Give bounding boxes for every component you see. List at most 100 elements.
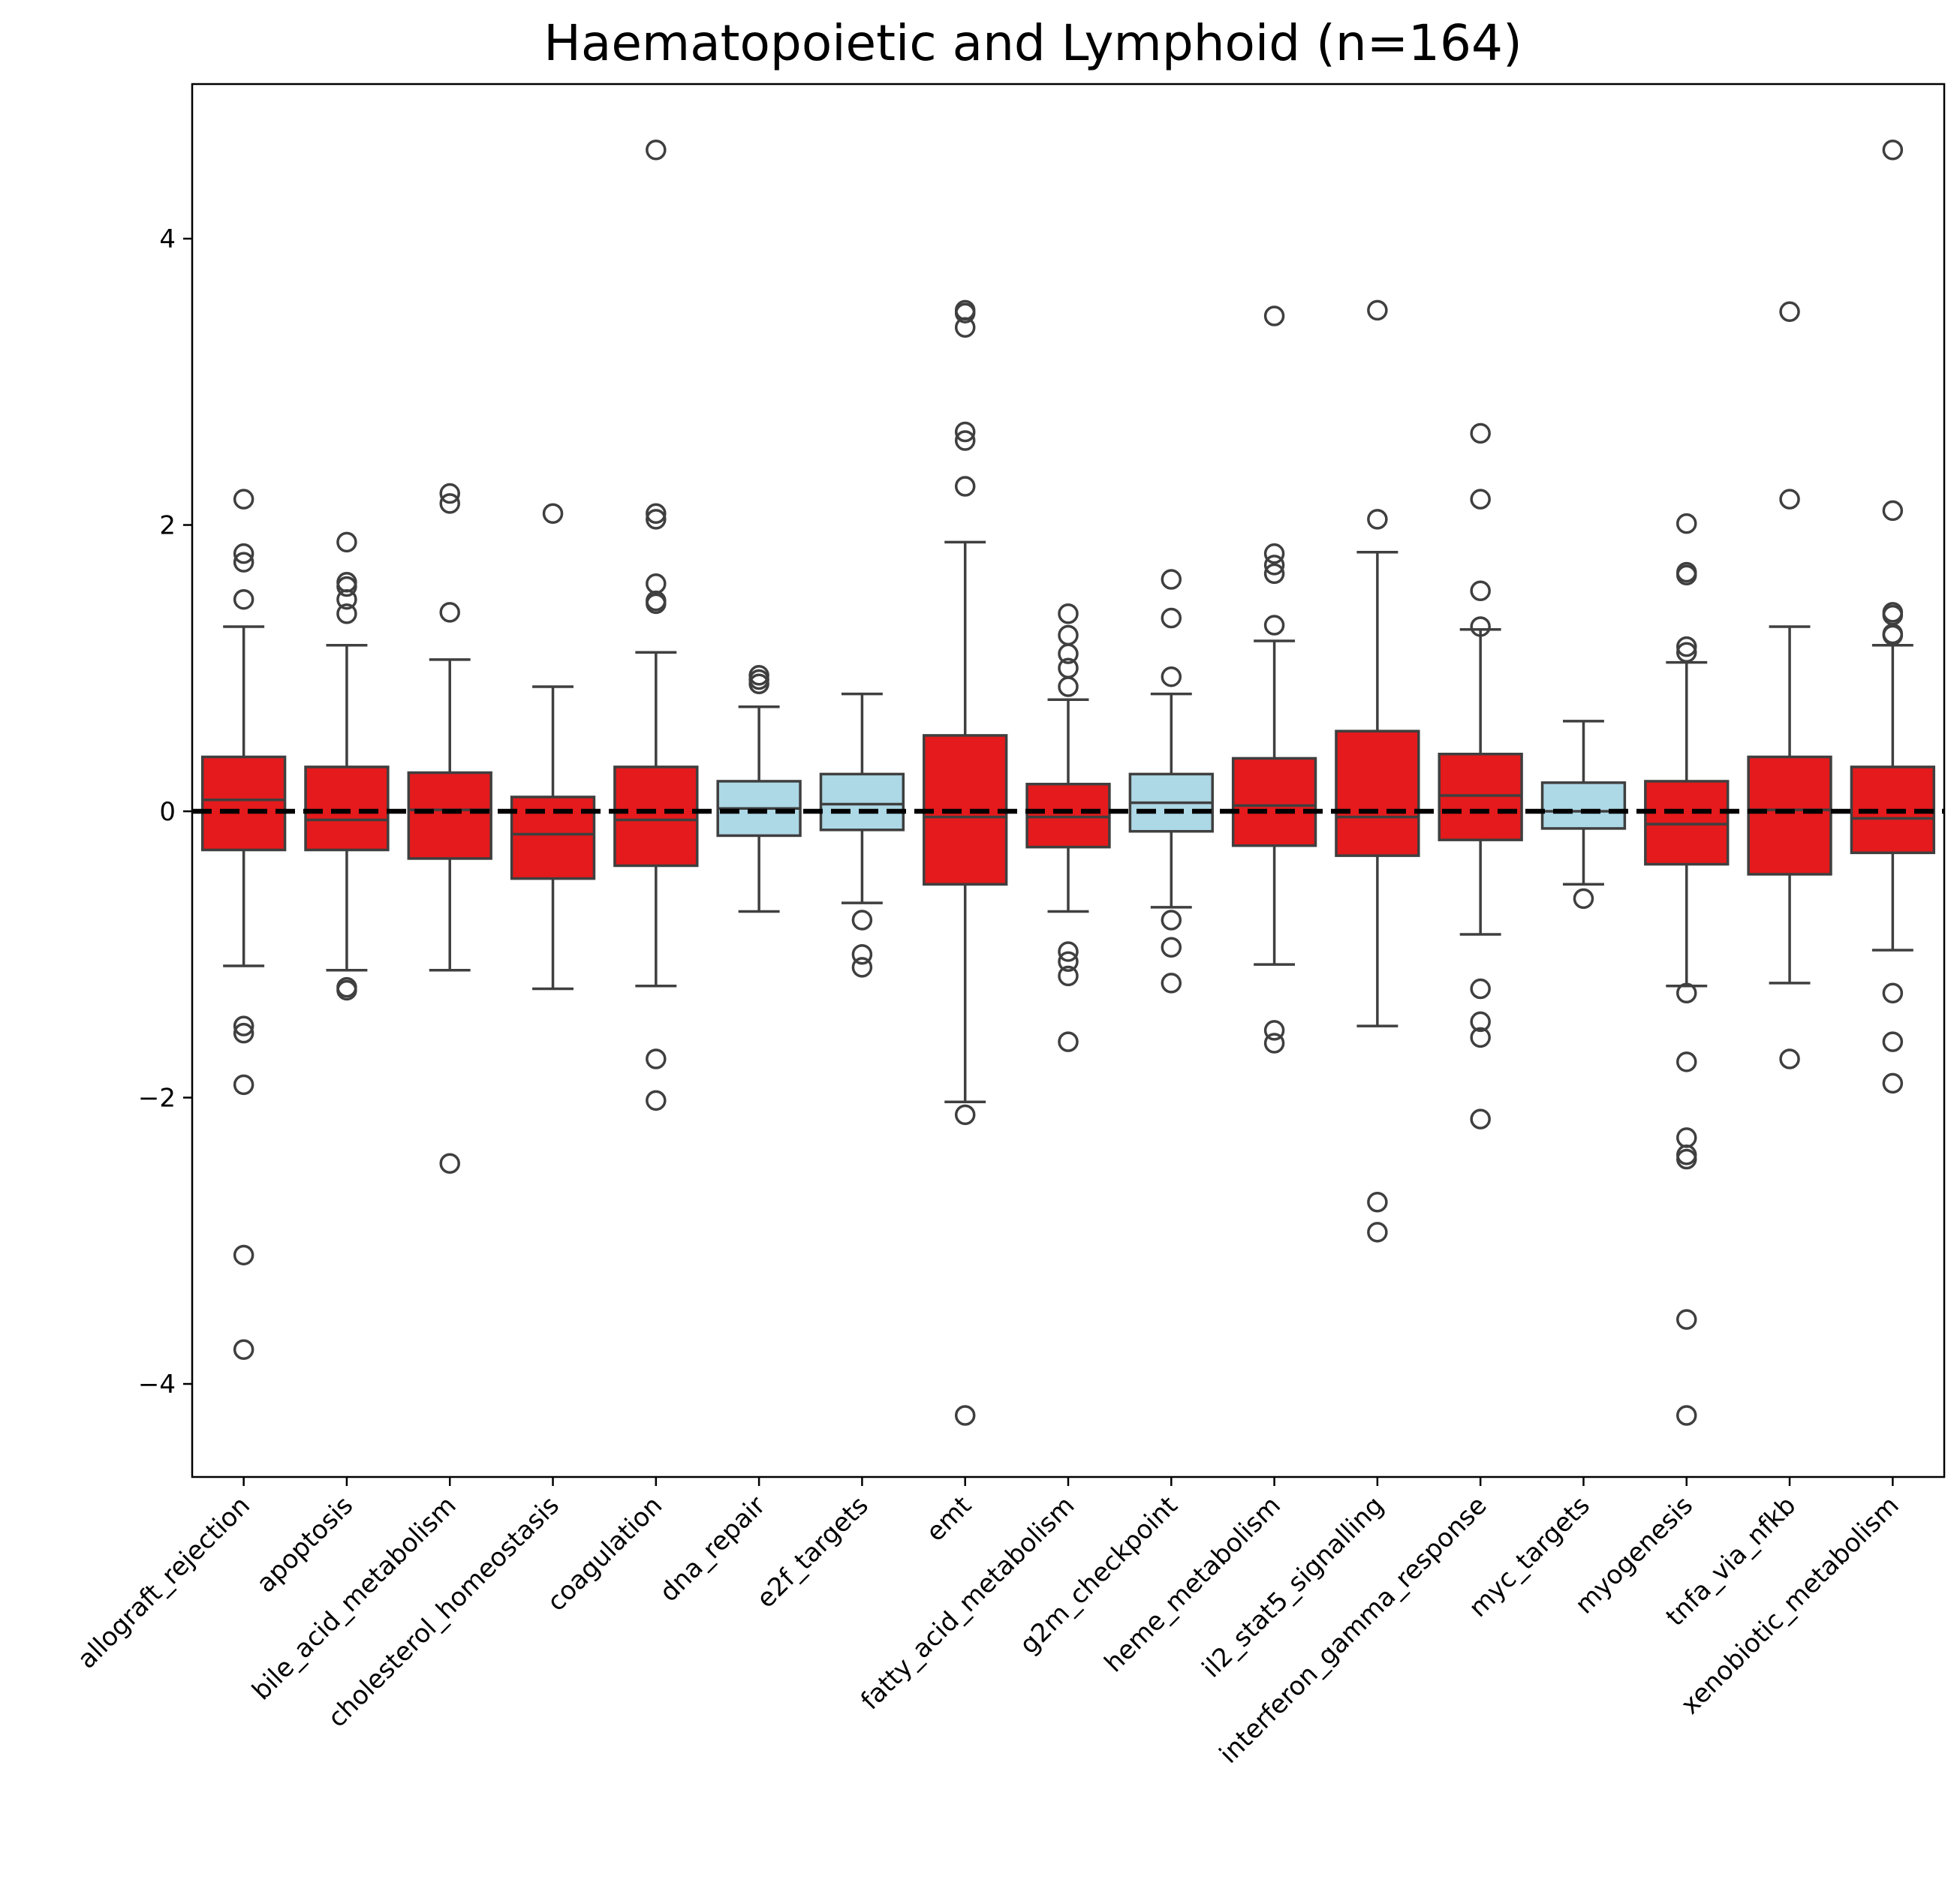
plot-area (192, 139, 1944, 1426)
outlier-point (646, 509, 667, 530)
outlier-point (954, 317, 976, 338)
outlier-point (1470, 1027, 1491, 1048)
outlier-point (336, 572, 357, 593)
chart-title: Haematopoietic and Lymphoid (n=164) (543, 14, 1522, 72)
outlier-point (1263, 1033, 1285, 1054)
x-tick-label-emt: emt (920, 1490, 977, 1548)
box-tnfa_via_nfkb (1747, 755, 1832, 876)
outlier-point (1058, 941, 1079, 962)
box-myc_targets (1540, 781, 1627, 830)
outlier-point (1367, 509, 1388, 530)
box-myogenesis (1644, 780, 1730, 866)
outlier-point (1882, 982, 1904, 1004)
outlier-point (1882, 500, 1904, 522)
outlier-point (1161, 607, 1182, 629)
outlier-point (646, 573, 667, 594)
outlier-point (1676, 1148, 1697, 1170)
box-group-g2m_checkpoint (1128, 569, 1214, 994)
box-group-apoptosis (304, 531, 390, 1001)
outlier-point (1367, 299, 1388, 321)
outlier-point (1676, 982, 1697, 1004)
box-heme_metabolism (1231, 756, 1317, 847)
outlier-point (1367, 1192, 1388, 1213)
outlier-point (1470, 616, 1491, 637)
x-tick-label-bile_acid_metabolism: bile_acid_metabolism (246, 1490, 462, 1706)
outlier-point (1263, 305, 1285, 326)
outlier-point (954, 1104, 976, 1126)
box-group-interferon_gamma_response (1438, 423, 1523, 1129)
x-tick-label-heme_metabolism: heme_metabolism (1099, 1490, 1287, 1678)
outlier-point (954, 476, 976, 497)
box-group-heme_metabolism (1231, 305, 1317, 1054)
outlier-point (1470, 580, 1491, 602)
box-group-xenobiotic_metabolism (1850, 139, 1936, 1094)
outlier-point (1676, 1309, 1697, 1330)
outlier-point (1263, 543, 1285, 564)
box-group-bile_acid_metabolism (407, 483, 492, 1175)
outlier-point (646, 1090, 667, 1111)
box-apoptosis (304, 766, 390, 852)
box-e2f_targets (819, 772, 905, 832)
outlier-point (1161, 569, 1182, 590)
outlier-point (1676, 642, 1697, 663)
outlier-point (233, 1015, 254, 1036)
outlier-point (1470, 423, 1491, 444)
outlier-point (1676, 513, 1697, 534)
x-tick-label-xenobiotic_metabolism: xenobiotic_metabolism (1675, 1490, 1905, 1720)
x-tick-label-apoptosis: apoptosis (251, 1490, 359, 1599)
outlier-point (233, 552, 254, 573)
outlier-point (233, 543, 254, 564)
y-tick-label: −4 (138, 1370, 176, 1400)
y-tick-label: 0 (159, 797, 176, 827)
outlier-point (1263, 555, 1285, 576)
axes: −4 −2 0 2 4 allograft_rejectionapoptosisbile_… (72, 83, 1946, 1770)
box-group-cholesterol_homeostasis (510, 503, 596, 991)
outlier-point (1058, 643, 1079, 664)
y-tick-label: 2 (159, 511, 176, 541)
outlier-point (1161, 666, 1182, 687)
outlier-point (233, 1244, 254, 1266)
outlier-point (1676, 1127, 1697, 1148)
outlier-point (1263, 615, 1285, 636)
box-group-myogenesis (1644, 513, 1730, 1426)
outlier-point (439, 602, 460, 623)
outlier-point (1676, 1405, 1697, 1426)
outlier-point (1573, 888, 1594, 910)
outlier-point (954, 1405, 976, 1426)
outlier-point (851, 944, 873, 965)
outlier-point (1882, 139, 1904, 161)
y-tick-label: 4 (159, 224, 176, 254)
outlier-point (439, 493, 460, 514)
outlier-point (1367, 1222, 1388, 1243)
x-tick-label-e2f_targets: e2f_targets (751, 1490, 874, 1614)
outlier-point (1882, 1072, 1904, 1094)
box-group-dna_repair (716, 665, 802, 913)
outlier-point (233, 489, 254, 510)
outlier-point (1882, 624, 1904, 646)
box-fatty_acid_metabolism (1025, 783, 1111, 849)
outlier-point (336, 576, 357, 597)
box-group-myc_targets (1540, 720, 1627, 910)
outlier-point (1470, 978, 1491, 1000)
box-group-e2f_targets (819, 692, 905, 978)
outlier-point (646, 593, 667, 615)
outlier-point (1470, 489, 1491, 510)
outlier-point (1779, 301, 1800, 323)
outlier-point (1676, 564, 1697, 586)
outlier-point (1058, 965, 1079, 987)
box-group-fatty_acid_metabolism (1025, 603, 1111, 1052)
outlier-point (1882, 1031, 1904, 1052)
outlier-point (336, 531, 357, 553)
outlier-point (851, 957, 873, 978)
outlier-point (1263, 1020, 1285, 1041)
outlier-point (1161, 910, 1182, 931)
outlier-point (646, 1048, 667, 1069)
box-allograft_rejection (200, 755, 287, 852)
outlier-point (851, 910, 873, 931)
box-interferon_gamma_response (1438, 752, 1523, 841)
outlier-point (1676, 636, 1697, 657)
outlier-point (1676, 1051, 1697, 1072)
outlier-point (1779, 1048, 1800, 1069)
box-il2_stat5_signalling (1335, 729, 1420, 857)
